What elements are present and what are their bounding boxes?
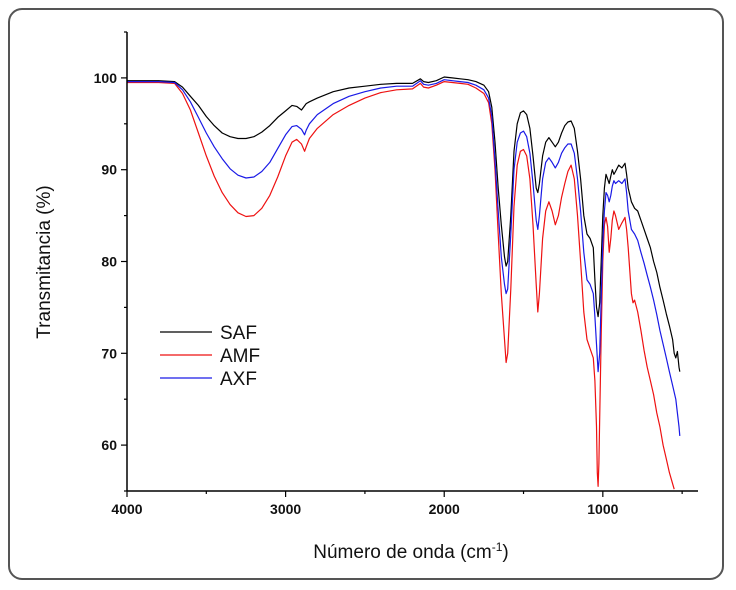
y-tick-label: 90 — [101, 162, 117, 178]
y-axis-title: Transmitancia (%) — [34, 185, 55, 338]
x-axis-title: Número de onda (cm-1) — [313, 540, 508, 563]
series-line-amf — [127, 81, 675, 490]
legend-label-amf: AMF — [220, 346, 260, 367]
y-tick-label: 70 — [101, 345, 117, 361]
x-tick-label: 1000 — [587, 501, 618, 517]
x-tick-label: 3000 — [270, 501, 301, 517]
y-tick-label: 60 — [101, 437, 117, 453]
x-tick-label: 2000 — [429, 501, 460, 517]
axes: 60 70 80 90 100 4000 3000 2000 1000 — [94, 31, 698, 517]
y-tick-label: 80 — [101, 254, 117, 270]
legend-label-axf: AXF — [220, 369, 257, 390]
y-tick-label: 100 — [94, 70, 118, 86]
x-tick-label: 4000 — [111, 501, 142, 517]
plot-area — [127, 76, 681, 490]
series-line-axf — [127, 79, 681, 436]
legend-label-saf: SAF — [220, 323, 257, 344]
series-line-saf — [127, 76, 681, 372]
